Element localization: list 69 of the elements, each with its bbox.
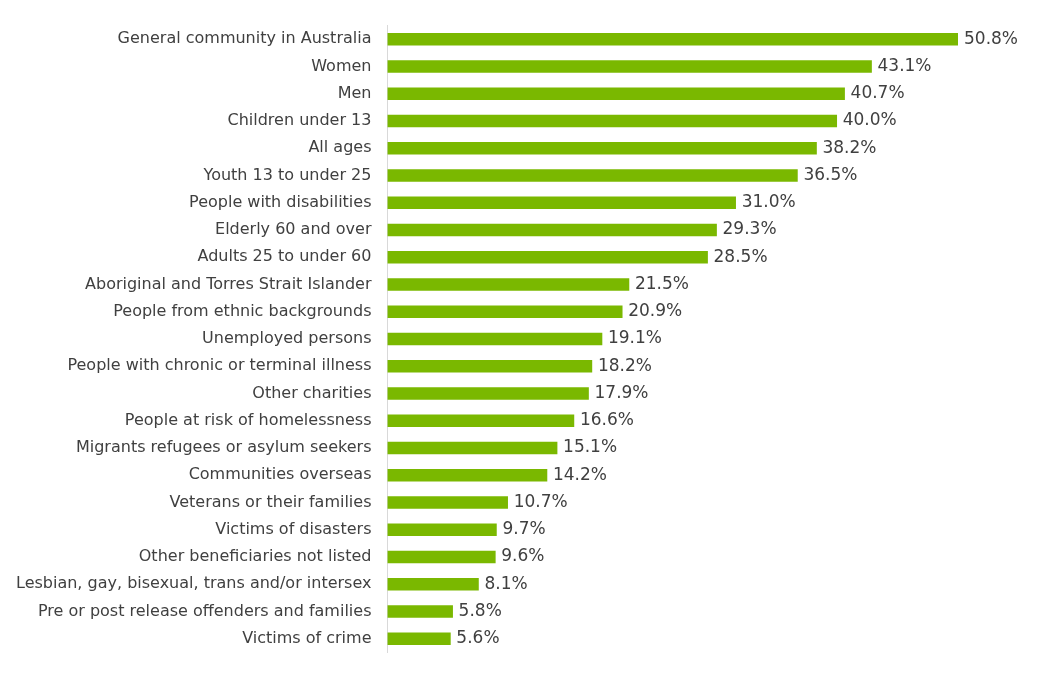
y-tick-label: Victims of crime [242,627,372,647]
data-label: 14.2% [552,463,607,484]
bar [387,141,817,155]
data-label: 9.7% [502,518,546,539]
y-tick-label: Women [311,55,372,75]
y-tick-label: Other beneficiaries not listed [138,546,372,566]
y-tick-label: People with chronic or terminal illness [67,355,372,375]
data-label: 5.8% [458,599,502,620]
bar [387,414,575,428]
bar [387,387,589,400]
y-tick-label: Communities overseas [188,464,372,484]
bar [387,550,496,564]
y-tick-label: People at risk of homelessness [124,409,372,429]
data-label: 38.2% [822,136,877,157]
y-tick-label: Veterans or their families [169,491,372,511]
y-tick-label: General community in Australia [117,28,372,48]
bar [387,496,508,509]
y-tick-label: Migrants refugees or asylum seekers [75,437,372,457]
bar [387,87,845,101]
y-tick-label: All ages [308,137,372,157]
data-label: 5.6% [456,627,500,648]
bar [387,114,838,128]
y-tick-label: Aboriginal and Torres Strait Islander [85,273,372,293]
y-tick-label: Adults 25 to under 60 [197,246,372,266]
data-label: 17.9% [594,381,649,402]
data-label: 9.6% [501,545,545,566]
y-tick-label: Elderly 60 and over [215,219,372,239]
bar [387,169,798,182]
data-label: 36.5% [803,163,858,184]
y-tick-label: Men [337,82,372,102]
bar [387,523,497,537]
y-tick-label: Victims of disasters [215,518,372,538]
data-label: 18.2% [597,354,652,375]
bar [387,250,708,264]
data-label: 16.6% [579,409,634,430]
y-tick-label: People with disabilities [189,191,372,211]
bar [387,632,451,646]
bar [387,305,623,319]
bar [387,196,736,210]
y-tick-label: Children under 13 [227,110,372,130]
bar [387,605,453,618]
y-tick-label: Unemployed persons [202,328,372,348]
data-label: 43.1% [877,54,932,75]
data-label: 50.8% [964,27,1019,48]
bar [387,359,593,373]
data-label: 29.3% [722,218,777,239]
data-label: 40.7% [850,82,905,103]
data-label: 20.9% [628,300,683,321]
bar [387,332,603,346]
data-label: 21.5% [634,272,689,293]
bar [387,441,558,455]
data-label: 15.1% [563,436,618,457]
y-tick-label: People from ethnic backgrounds [113,300,372,320]
data-label: 31.0% [741,191,796,212]
data-label: 28.5% [713,245,768,266]
data-label: 19.1% [607,327,662,348]
bar [387,468,548,482]
data-label: 10.7% [513,490,568,511]
y-tick-label: Pre or post release offenders and families [37,600,372,620]
bar [387,278,630,291]
bar [387,60,872,73]
data-label: 8.1% [484,572,528,593]
bar [387,577,479,591]
bar [387,32,958,46]
bar [387,223,717,237]
y-tick-label: Lesbian, gay, bisexual, trans and/or intersex [15,573,372,593]
y-tick-label: Other charities [252,382,372,402]
y-tick-label: Youth 13 to under 25 [202,164,372,184]
data-label: 40.0% [842,109,897,130]
